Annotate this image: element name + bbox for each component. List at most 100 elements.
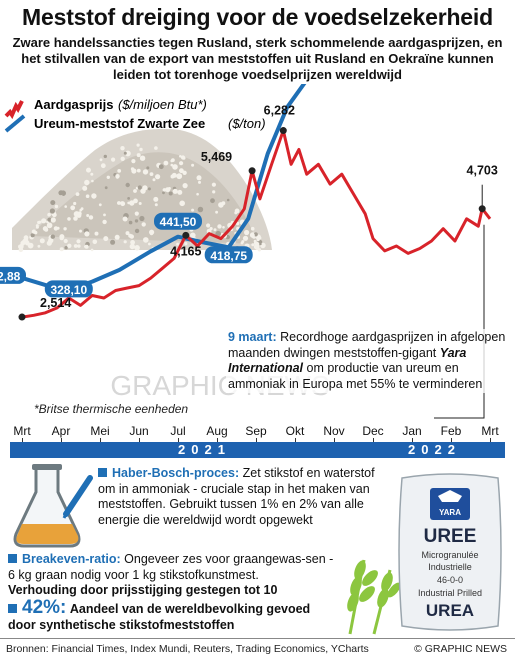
pellet [143,237,149,243]
pellet [217,224,222,229]
pellet [162,188,167,192]
pellet [142,169,149,175]
fertilizer-pile-illustration [12,128,272,253]
pellet [123,240,127,244]
pellet [30,233,35,238]
legend-urea-swatch [4,114,26,133]
pellet [256,238,260,242]
pellet [196,192,199,196]
pellet [196,175,202,181]
pellet [242,235,249,241]
bag-line1: Microgranulée [421,550,479,560]
pellet [136,153,141,158]
legend-urea-label: Ureum-meststof Zwarte Zee [34,116,205,131]
pellet [117,169,122,173]
svg-text:418,75: 418,75 [210,249,247,263]
pellet [191,163,195,167]
pct-info: 42%: Aandeel van de wereldbevolking gevo… [8,597,338,633]
pellet [37,220,41,225]
year-label-2022: 2022 [408,442,461,457]
pellet [172,188,178,194]
pellet [84,231,90,237]
pellet [123,151,127,155]
pellet [70,205,76,211]
pellet [211,182,216,187]
pellet [206,223,211,228]
gas-data-point [248,167,256,175]
urea-price-line [21,84,307,292]
pellet [197,206,204,213]
pellet [142,185,148,191]
svg-text:441,50: 441,50 [160,215,197,229]
gas-data-point [279,127,287,135]
pellet [182,183,188,189]
pellet [106,175,111,179]
pellet [120,201,124,205]
year-bar: 2021 2022 [10,442,505,458]
pellet [176,242,180,246]
pellet [136,168,141,173]
pellet [84,179,90,186]
bag-line3: Industrial Prilled [417,588,483,598]
pellet [210,198,215,204]
pellet [134,228,140,234]
pellet [90,172,94,176]
pellet [59,247,64,252]
breakeven-heading: Breakeven-ratio: [22,552,121,566]
footnote: *Britse thermische eenheden [34,402,189,416]
pct-value: 42%: [22,597,67,618]
x-tick-label: Mrt [13,424,31,438]
haber-heading: Haber-Bosch-proces: [112,466,240,480]
pellet [49,208,56,214]
pellet [64,246,68,250]
pellet [133,189,137,193]
pellet [128,233,133,238]
pellet [179,168,184,174]
pellet [50,217,56,223]
pellet [76,239,81,244]
pct-text: Aandeel van de wereldbevolking gevoed do… [8,602,311,632]
gas-data-point [182,231,190,239]
x-tick [412,438,413,443]
pellet [168,187,171,190]
pellet [84,244,89,249]
pellet [170,159,174,163]
pellet [56,226,60,230]
legend-gas-swatch [4,100,24,120]
bag-line2: Industrielle [428,562,472,572]
pellet [215,210,219,214]
pellet [47,212,51,217]
pellet [50,200,56,206]
pellet [125,150,131,157]
legend-gas-unit: ($/miljoen Btu*) [118,97,207,112]
pellet [47,217,52,222]
svg-text:352,88: 352,88 [0,269,21,283]
pellet [64,205,67,208]
pellet [91,179,94,183]
pellet [50,234,55,239]
pellet [171,172,177,178]
pellet [79,229,82,233]
pellet [37,244,41,248]
urea-data-label: 441,50 [154,212,202,230]
pellet [98,203,102,207]
pellet [67,243,72,248]
pellet [27,242,34,249]
pellet [163,160,169,166]
pellet [234,211,238,215]
pellet [218,202,224,208]
pellet [103,154,108,159]
pellet [63,238,68,244]
legend-urea-unit: ($/ton) [228,116,266,131]
pellet [111,157,116,162]
pellet [138,202,142,205]
pellet [226,198,230,202]
pellet [46,240,52,246]
gas-data-label: 2,514 [40,296,71,310]
pellet [180,155,186,160]
pellet [177,189,183,195]
pellet [153,196,159,202]
pellet [100,163,106,169]
urea-bag-illustration: YARA UREE Microgranulée Industrielle 46-… [392,470,508,634]
x-tick [334,438,335,443]
